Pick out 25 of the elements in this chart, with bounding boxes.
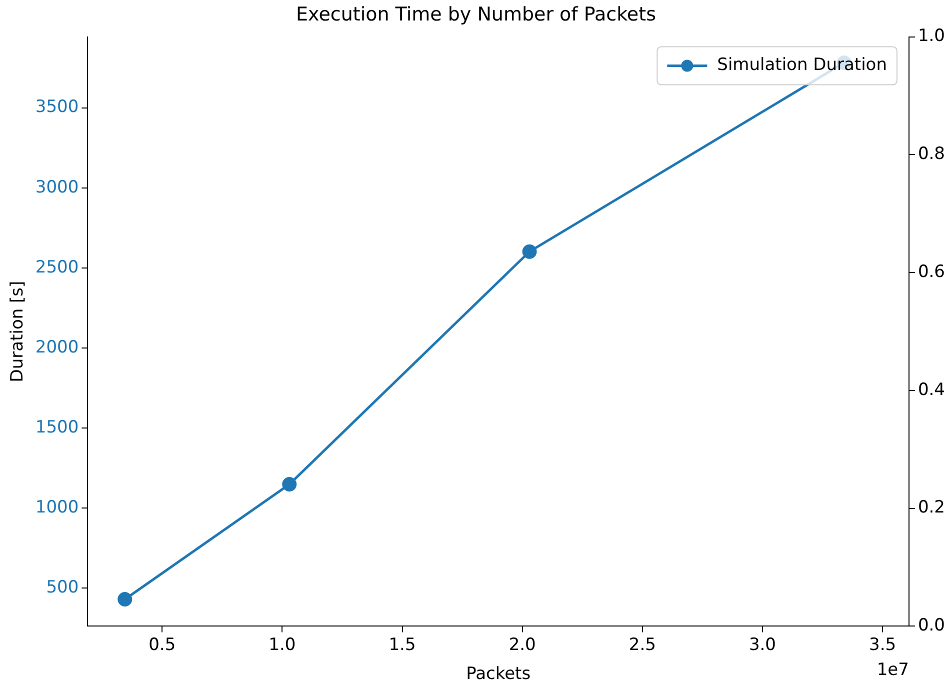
x-tick-label: 1.5: [388, 634, 416, 655]
y-axis-title: Duration [s]: [8, 280, 28, 382]
y2-tick-label: 0.6: [918, 262, 946, 282]
y-tick-label: 2500: [35, 257, 79, 278]
x-tick-label: 2.0: [508, 634, 536, 655]
y2-tick-label: 0.0: [918, 616, 946, 636]
x-tick-label: 1.0: [268, 634, 296, 655]
x-axis-title: Packets: [466, 664, 531, 684]
x-tick-label: 3.5: [869, 634, 896, 655]
text: 1e7: [876, 660, 909, 680]
x-tick-label: 3.0: [748, 634, 776, 655]
y-tick-label: 1000: [35, 498, 79, 518]
y2-tick-label: 0.2: [918, 498, 946, 518]
legend-label: Simulation Duration: [717, 55, 887, 76]
y-tick-label: 1500: [35, 418, 79, 438]
y-tick-label: 500: [46, 578, 79, 598]
y2-tick-label: 0.4: [918, 380, 946, 400]
x-tick-label: 0.5: [148, 634, 176, 655]
y-tick-label: 2000: [35, 337, 79, 358]
y2-tick-label: 1.0: [918, 26, 946, 46]
y2-tick-label: 0.8: [918, 144, 946, 164]
chart-title: Execution Time by Number of Packets: [296, 3, 656, 26]
y-tick-label: 3500: [35, 97, 79, 118]
x-tick-label: 2.5: [628, 634, 656, 655]
y-tick-label: 3000: [35, 177, 79, 198]
